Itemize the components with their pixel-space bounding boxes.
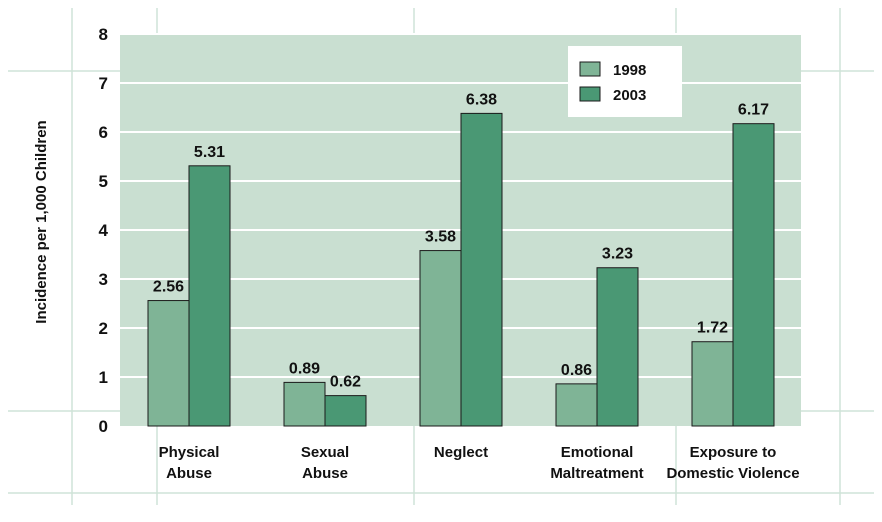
bar-2003-1 — [324, 395, 367, 427]
bar-1998-1 — [283, 381, 326, 427]
y-tick-label-5: 5 — [99, 172, 108, 191]
bar-1998-4 — [691, 341, 734, 427]
y-tick-label-1: 1 — [99, 368, 108, 387]
x-category-label-1-line-0: Sexual — [301, 444, 349, 461]
y-tick-label-7: 7 — [99, 74, 108, 93]
x-category-label-2-line-0: Neglect — [434, 444, 488, 461]
bar-1998-3 — [555, 383, 598, 427]
bar-1998-0 — [147, 300, 190, 427]
data-label-2003-4: 6.17 — [738, 102, 769, 119]
bar-2003-3 — [596, 267, 639, 427]
y-axis-label: Incidence per 1,000 Children — [33, 120, 50, 323]
data-label-2003-0: 5.31 — [194, 144, 225, 161]
y-tick-label-0: 0 — [99, 417, 108, 436]
data-label-1998-3: 0.86 — [561, 362, 592, 379]
x-category-label-1-line-1: Abuse — [302, 465, 348, 482]
data-label-1998-2: 3.58 — [425, 229, 456, 246]
y-tick-label-6: 6 — [99, 123, 108, 142]
bar-2003-4 — [732, 123, 775, 427]
y-tick-label-4: 4 — [99, 221, 109, 240]
y-tick-label-2: 2 — [99, 319, 108, 338]
x-category-label-4-line-0: Exposure to — [690, 444, 777, 461]
x-category-label-0-line-1: Abuse — [166, 465, 212, 482]
bar-1998-2 — [419, 250, 462, 427]
y-tick-label-3: 3 — [99, 270, 108, 289]
x-category-label-0-line-0: Physical — [159, 444, 220, 461]
bar-2003-2 — [460, 112, 503, 427]
x-category-label-3-line-1: Maltreatment — [550, 465, 643, 482]
data-label-2003-3: 3.23 — [602, 246, 633, 263]
x-category-label-4-line-1: Domestic Violence — [666, 465, 799, 482]
data-label-1998-1: 0.89 — [289, 360, 320, 377]
legend-swatch-2003 — [579, 86, 601, 102]
y-tick-label-8: 8 — [99, 25, 108, 44]
x-category-label-3-line-0: Emotional — [561, 444, 634, 461]
data-label-2003-1: 0.62 — [330, 374, 361, 391]
legend-label-1998: 1998 — [613, 62, 646, 79]
data-label-1998-4: 1.72 — [697, 320, 728, 337]
bar-2003-0 — [188, 165, 231, 427]
legend-label-2003: 2003 — [613, 87, 646, 104]
legend-swatch-1998 — [579, 61, 601, 77]
data-label-2003-2: 6.38 — [466, 91, 497, 108]
data-label-1998-0: 2.56 — [153, 279, 184, 296]
legend-box — [568, 46, 682, 117]
